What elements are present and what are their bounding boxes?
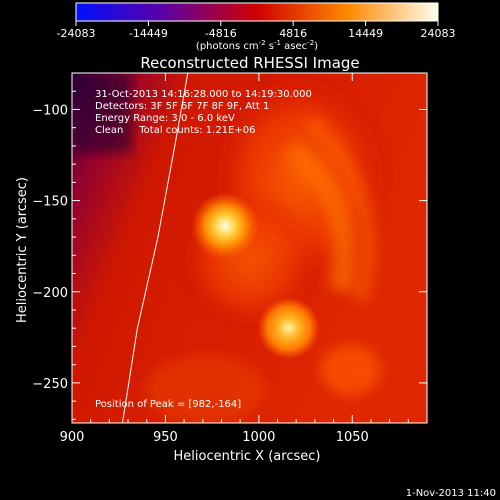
colorbar-unit-label: (photons cm-2 s-1 asec-2) xyxy=(196,39,318,52)
colorbar-ticks xyxy=(75,21,439,26)
annotation-peak: Position of Peak = [982,-164] xyxy=(95,399,241,410)
x-axis-ticks xyxy=(71,73,409,423)
colorbar-tick-label-4: 14449 xyxy=(348,27,383,40)
chart-title: Reconstructed RHESSI Image xyxy=(140,54,359,72)
annotation-clean: Clean Total counts: 1.21E+06 xyxy=(95,125,255,136)
annotation-time-range: 31-Oct-2013 14:16:28.000 to 14:19:30.000 xyxy=(95,89,312,100)
annotation-energy: Energy Range: 3.0 - 6.0 keV xyxy=(95,113,235,124)
plot-frame xyxy=(71,72,428,424)
colorbar-tick-label-0: -24083 xyxy=(57,27,96,40)
image-area xyxy=(72,73,427,423)
colorbar-tick-labels: -24083 -14449 -4816 4816 14449 24083 xyxy=(57,27,456,40)
colorbar-tick-label-3: 4816 xyxy=(279,27,307,40)
y-axis-ticks xyxy=(72,72,427,420)
colorbar-tick-label-5: 24083 xyxy=(421,27,456,40)
y-axis-tick-labels: −100 −150 −200 −250 xyxy=(32,103,68,391)
y-tick-label-3: −250 xyxy=(32,377,68,392)
emission-source-1 xyxy=(257,297,320,360)
x-axis-tick-labels: 900 950 1000 1050 xyxy=(60,430,369,445)
colorbar-tick-label-2: -4816 xyxy=(205,27,237,40)
emission-sources xyxy=(191,192,320,360)
timestamp: 1-Nov-2013 11:40 xyxy=(406,488,496,499)
x-tick-label-2: 1000 xyxy=(242,430,275,445)
solar-limb-curve xyxy=(121,73,189,423)
colorbar xyxy=(75,2,439,22)
y-tick-label-1: −150 xyxy=(32,195,68,210)
x-tick-label-0: 900 xyxy=(60,430,85,445)
colorbar-tick-label-1: -14449 xyxy=(129,27,168,40)
x-tick-label-3: 1050 xyxy=(336,430,369,445)
y-tick-label-2: −200 xyxy=(32,286,68,301)
annotation-detectors: Detectors: 3F 5F 6F 7F 8F 9F, Att 1 xyxy=(95,101,269,112)
x-tick-label-1: 950 xyxy=(153,430,178,445)
x-axis-label: Heliocentric X (arcsec) xyxy=(174,449,321,464)
emission-source-0 xyxy=(191,192,260,261)
y-axis-label: Heliocentric Y (arcsec) xyxy=(15,177,30,323)
y-tick-label-0: −100 xyxy=(32,103,68,118)
